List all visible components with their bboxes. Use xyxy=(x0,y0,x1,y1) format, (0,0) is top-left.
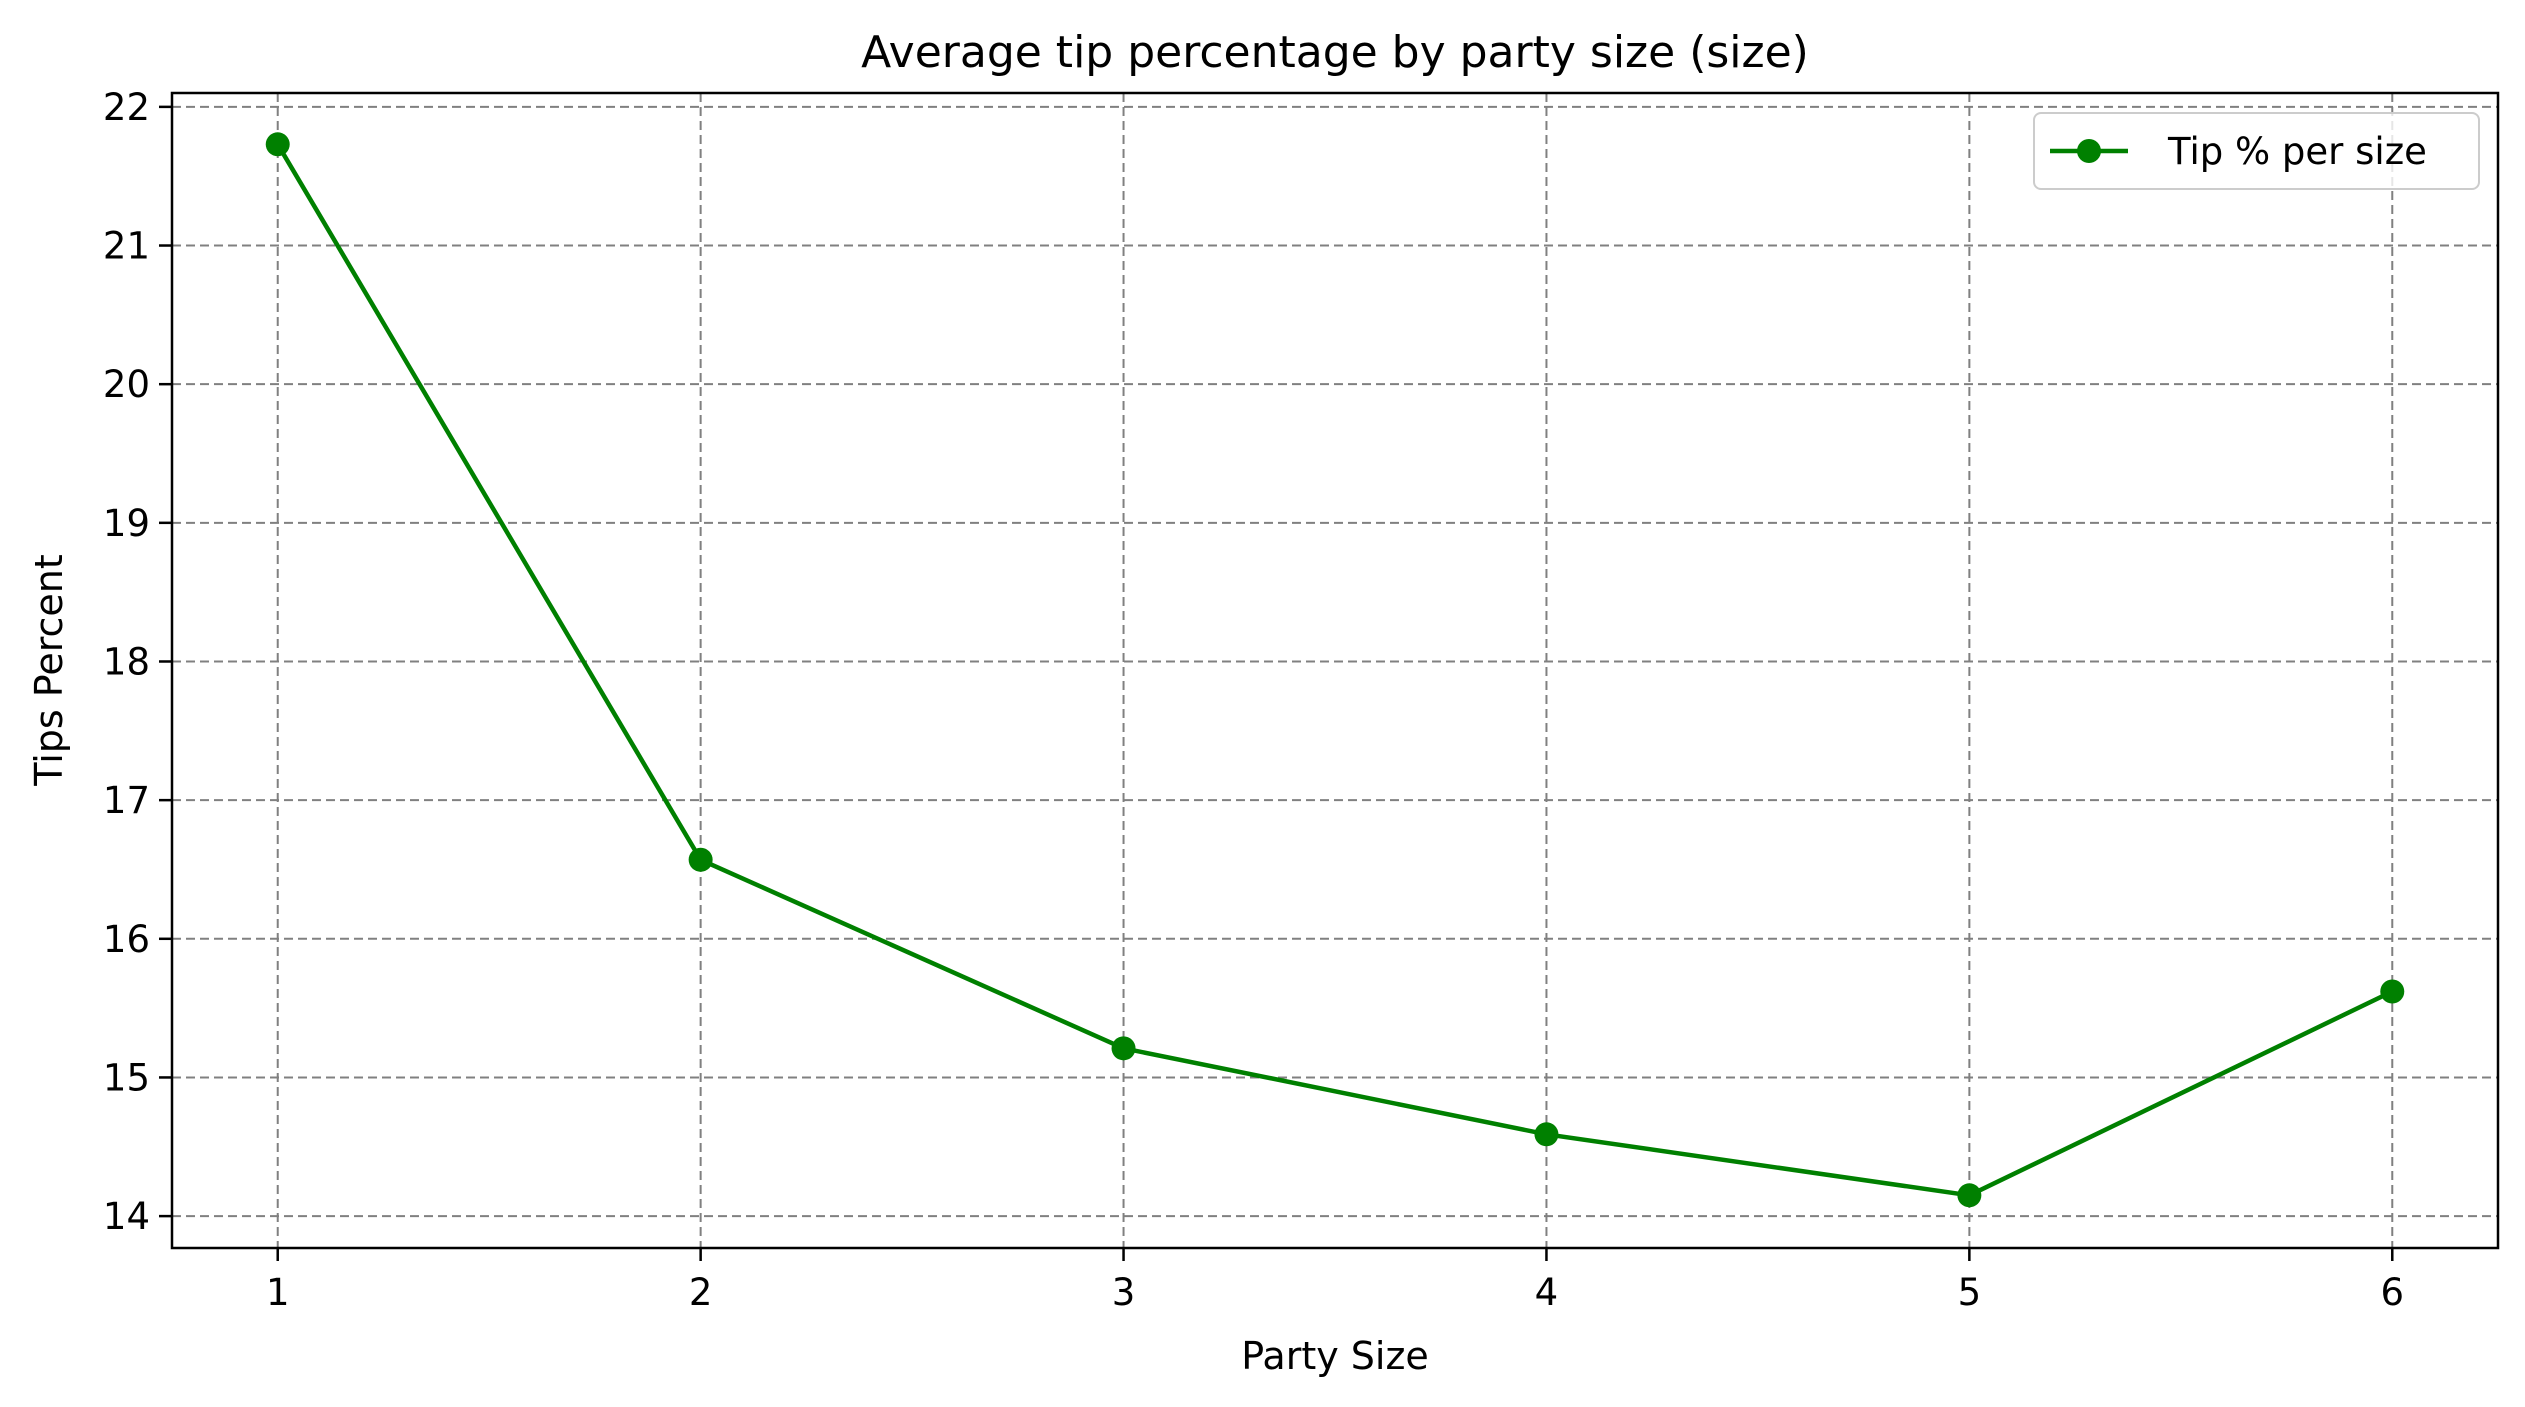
x-tick-label: 4 xyxy=(1535,1271,1559,1314)
data-point-marker xyxy=(688,847,713,872)
data-point-marker xyxy=(1957,1183,1982,1208)
y-tick-label: 18 xyxy=(103,640,150,683)
legend-entry-label: Tip % per size xyxy=(2167,130,2427,173)
y-tick-label: 22 xyxy=(103,86,150,129)
series xyxy=(265,132,2405,1208)
x-tick-label: 3 xyxy=(1112,1271,1136,1314)
y-tick-label: 15 xyxy=(103,1056,150,1099)
plot-frame xyxy=(170,91,2500,1250)
x-axis-label: Party Size xyxy=(1241,1334,1429,1378)
data-point-marker xyxy=(1111,1036,1136,1061)
y-tick-label: 20 xyxy=(103,363,150,406)
x-tick-label: 1 xyxy=(266,1271,290,1314)
legend: Tip % per size xyxy=(2033,112,2480,190)
x-tick-label: 2 xyxy=(689,1271,713,1314)
y-tick-label: 19 xyxy=(103,502,150,545)
legend-box xyxy=(2033,112,2480,190)
y-tick-label: 21 xyxy=(103,225,150,268)
x-tick-label: 5 xyxy=(1958,1271,1982,1314)
y-tick-label: 14 xyxy=(103,1195,150,1238)
y-tick-label: 17 xyxy=(103,779,150,822)
data-point-marker xyxy=(265,132,290,157)
y-axis-label: Tips Percent xyxy=(27,554,71,787)
legend-marker-swatch xyxy=(2077,139,2101,163)
x-tick-label: 6 xyxy=(2380,1271,2404,1314)
chart-title: Average tip percentage by party size (si… xyxy=(861,27,1809,78)
y-tick-label: 16 xyxy=(103,918,150,961)
data-point-marker xyxy=(2380,979,2405,1004)
axes: 1 2 3 4 5 6 14 15 16 17 18 19 20 21 22 xyxy=(103,86,2404,1314)
series-line xyxy=(275,143,2394,1198)
data-point-marker xyxy=(1534,1122,1559,1147)
grid xyxy=(172,93,2498,1248)
